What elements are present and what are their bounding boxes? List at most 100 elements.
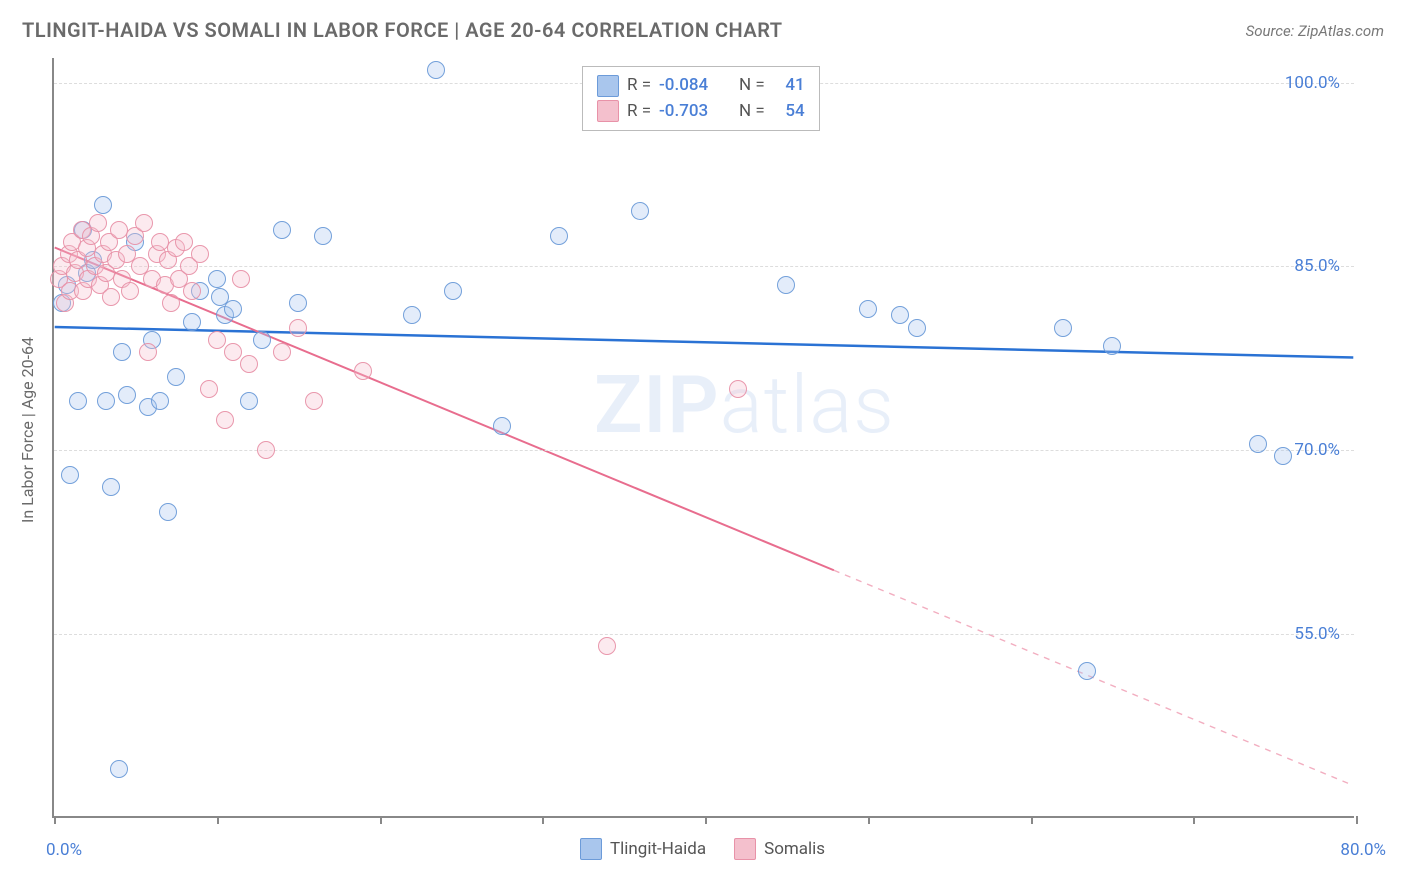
data-point [110,760,128,778]
data-point [167,368,185,386]
data-point [162,294,180,312]
data-point [444,282,462,300]
x-tick [705,816,707,824]
data-point [102,478,120,496]
data-point [403,306,421,324]
data-point [232,270,250,288]
data-point [183,313,201,331]
data-point [224,343,242,361]
plot-area: ZIPatlas 55.0% 70.0% 85.0% 100.0% [52,58,1354,818]
data-point [354,362,372,380]
data-point [908,319,926,337]
data-point [859,300,877,318]
data-point [427,61,445,79]
data-point [257,441,275,459]
y-tick-label: 100.0% [1285,73,1340,93]
data-point [1103,337,1121,355]
data-point [118,386,136,404]
data-point [1078,662,1096,680]
y-tick-label: 85.0% [1294,256,1340,276]
x-tick [542,816,544,824]
data-point [1249,435,1267,453]
data-point [121,282,139,300]
legend-n-label: N = [739,73,765,99]
x-tick [868,816,870,824]
source-label: Source: ZipAtlas.com [1246,22,1384,40]
x-max-label: 80.0% [1340,840,1386,860]
x-min-label: 0.0% [46,840,82,860]
legend-r-value: -0.703 [659,99,721,125]
data-point [240,392,258,410]
watermark-thin: atlas [720,358,895,452]
legend-r-label: R = [627,99,651,125]
data-point [273,221,291,239]
data-point [891,306,909,324]
y-tick-label: 70.0% [1294,440,1340,460]
data-point [240,355,258,373]
x-tick [1031,816,1033,824]
legend-swatch [734,838,756,860]
data-point [305,392,323,410]
data-point [1054,319,1072,337]
x-tick [54,816,56,824]
legend-item: Tlingit-Haida [580,838,706,860]
data-point [113,343,131,361]
gridline [54,634,1354,635]
watermark-bold: ZIP [594,358,720,452]
gridline [54,266,1354,267]
series-legend: Tlingit-Haida Somalis [580,838,825,860]
data-point [493,417,511,435]
y-axis-label: In Labor Force | Age 20-64 [18,337,37,523]
legend-row: R = -0.084 N = 41 [597,73,805,99]
legend-r-value: -0.084 [659,73,721,99]
data-point [183,282,201,300]
data-point [314,227,332,245]
x-tick [1356,816,1358,824]
data-point [729,380,747,398]
legend-swatch [597,75,619,97]
legend-swatch [580,838,602,860]
data-point [598,637,616,655]
data-point [253,331,271,349]
gridline [54,450,1354,451]
chart-title: TLINGIT-HAIDA VS SOMALI IN LABOR FORCE |… [22,18,783,42]
trend-line-solid [55,327,1354,358]
data-point [69,392,87,410]
watermark: ZIPatlas [594,358,895,452]
correlation-legend: R = -0.084 N = 41 R = -0.703 N = 54 [582,66,820,131]
data-point [289,319,307,337]
data-point [1274,447,1292,465]
legend-n-value: 41 [773,73,805,99]
legend-r-label: R = [627,73,651,99]
y-tick-label: 55.0% [1294,624,1340,644]
data-point [224,300,242,318]
data-point [135,214,153,232]
data-point [151,392,169,410]
data-point [273,343,291,361]
legend-item-label: Tlingit-Haida [610,839,706,859]
trend-lines [54,58,1354,816]
x-tick [1193,816,1195,824]
data-point [216,411,234,429]
data-point [200,380,218,398]
trend-line-dashed [834,570,1353,785]
data-point [289,294,307,312]
data-point [97,392,115,410]
legend-item: Somalis [734,838,825,860]
data-point [631,202,649,220]
x-tick [217,816,219,824]
data-point [94,196,112,214]
data-point [208,331,226,349]
legend-swatch [597,100,619,122]
data-point [139,343,157,361]
data-point [102,288,120,306]
data-point [159,503,177,521]
data-point [208,270,226,288]
legend-n-label: N = [739,99,765,125]
data-point [191,245,209,263]
data-point [175,233,193,251]
data-point [550,227,568,245]
legend-row: R = -0.703 N = 54 [597,99,805,125]
legend-n-value: 54 [773,99,805,125]
x-tick [380,816,382,824]
